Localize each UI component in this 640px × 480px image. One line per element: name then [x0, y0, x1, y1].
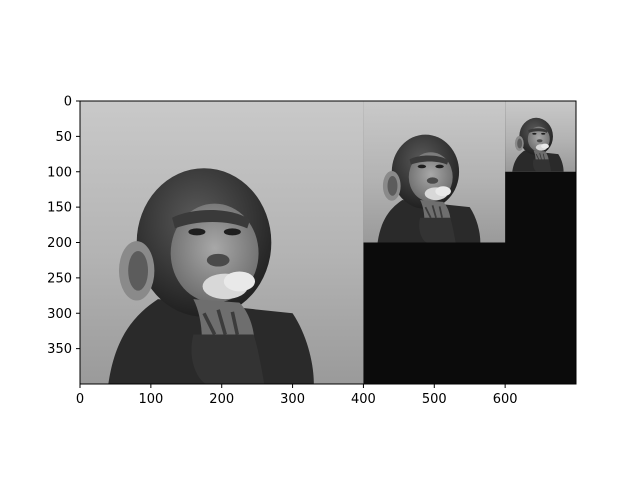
- x-tick-label: 100: [138, 392, 163, 407]
- y-tick-label: 0: [64, 95, 72, 110]
- y-axis: 0 50 100 150 200 250 300 350: [47, 95, 80, 357]
- x-axis: 0 100 200 300 400 500 600: [76, 384, 518, 407]
- y-tick-label: 150: [47, 201, 72, 216]
- y-tick-label: 100: [47, 165, 72, 180]
- chimp-half-panel: [362, 101, 507, 244]
- x-tick-label: 0: [76, 392, 84, 407]
- y-tick-label: 350: [47, 342, 72, 357]
- chimp-full-panel: [80, 101, 366, 384]
- x-tick-label: 300: [280, 392, 305, 407]
- y-tick-label: 50: [55, 130, 72, 145]
- chimp-quarter-panel: [504, 101, 576, 173]
- x-tick-label: 600: [493, 392, 518, 407]
- y-tick-label: 200: [47, 236, 72, 251]
- x-tick-label: 200: [209, 392, 234, 407]
- x-tick-label: 400: [351, 392, 376, 407]
- y-tick-label: 250: [47, 271, 72, 286]
- axes-area: [79, 100, 577, 385]
- x-tick-label: 500: [422, 392, 447, 407]
- y-tick-label: 300: [47, 307, 72, 322]
